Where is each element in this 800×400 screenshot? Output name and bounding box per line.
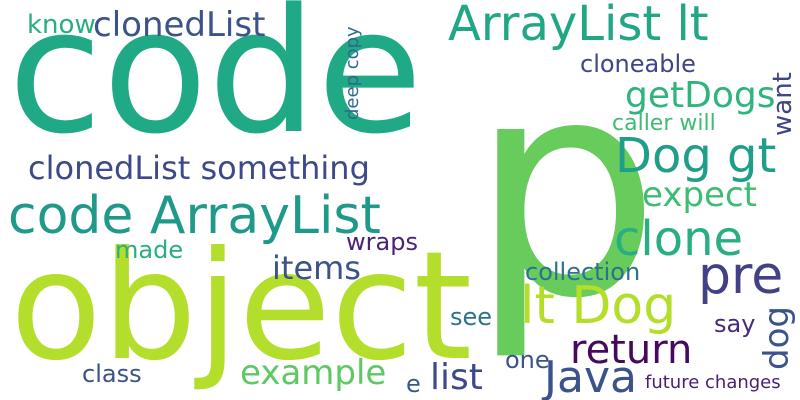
word-items: items bbox=[272, 249, 361, 287]
word-code: code bbox=[8, 0, 423, 172]
word-want: want bbox=[768, 72, 798, 136]
word-e: e bbox=[406, 370, 421, 398]
word-example: example bbox=[240, 353, 387, 393]
word-dog: dog bbox=[757, 306, 797, 370]
word-dog-gt: Dog gt bbox=[615, 128, 777, 184]
word-expect: expect bbox=[642, 175, 757, 215]
word-arraylist-lt: ArrayList lt bbox=[448, 0, 709, 52]
word-pre: pre bbox=[698, 246, 784, 306]
word-wraps: wraps bbox=[346, 228, 418, 256]
word-object: object bbox=[10, 220, 473, 394]
word-lt-dog: lt Dog bbox=[520, 276, 677, 336]
word-java: Java bbox=[544, 352, 637, 400]
word-future-changes: future changes bbox=[645, 372, 781, 393]
word-clonedlist-something: clonedList something bbox=[28, 149, 370, 187]
word-getdogs: getDogs bbox=[625, 75, 776, 116]
word-clone: clone bbox=[614, 211, 744, 267]
word-clonedlist: clonedList bbox=[93, 5, 266, 45]
word-cloneable: cloneable bbox=[580, 50, 696, 78]
word-one: one bbox=[505, 346, 550, 374]
word-code-arraylist: code ArrayList bbox=[8, 186, 381, 246]
word-collection: collection bbox=[525, 258, 641, 286]
word-see: see bbox=[450, 303, 493, 331]
word-made: made bbox=[115, 236, 184, 264]
word-return: return bbox=[570, 327, 693, 373]
word-say: say bbox=[714, 310, 756, 338]
word-caller-will: caller will bbox=[612, 111, 716, 136]
word-p: p bbox=[470, 15, 661, 364]
word-know: know bbox=[27, 10, 96, 40]
word-list: list bbox=[430, 357, 483, 398]
word-deep-copy: deep copy bbox=[342, 26, 363, 120]
word-class: class bbox=[82, 360, 142, 388]
